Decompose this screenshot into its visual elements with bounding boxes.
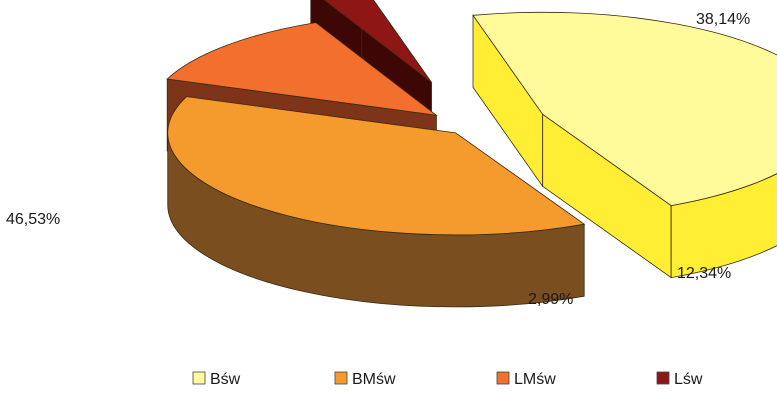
slice-top-bsw — [472, 11, 777, 207]
data-label-bmsw: 38,14% — [696, 11, 750, 28]
data-label-lsw: 2,99% — [528, 291, 573, 308]
legend-item-bmsw: BMśw — [334, 371, 396, 388]
legend-label-bsw: Bśw — [210, 371, 241, 388]
legend-label-lmsw: LMśw — [514, 371, 556, 388]
legend-item-lsw: Lśw — [656, 371, 703, 388]
legend-item-lmsw: LMśw — [496, 371, 556, 388]
pie-slices — [166, 0, 777, 308]
data-label-lmsw: 12,34% — [677, 265, 731, 282]
slice-top-lmsw — [166, 22, 438, 116]
legend: Bśw BMśw LMśw Lśw — [192, 371, 703, 388]
slice-top-lsw — [323, 0, 432, 83]
legend-label-lsw: Lśw — [674, 371, 703, 388]
slice-wall-bsw — [670, 173, 777, 279]
slice-top-bmsw — [167, 96, 586, 236]
data-label-bsw: 46,53% — [6, 211, 60, 228]
pie-slice-bsw — [472, 11, 777, 279]
legend-swatch-bmsw — [334, 371, 348, 385]
legend-swatch-bsw — [192, 371, 206, 385]
legend-swatch-lsw — [656, 371, 670, 385]
legend-label-bmsw: BMśw — [352, 371, 396, 388]
legend-item-bsw: Bśw — [192, 371, 241, 388]
pie-slice-bmsw — [167, 96, 586, 308]
legend-swatch-lmsw — [496, 371, 510, 385]
